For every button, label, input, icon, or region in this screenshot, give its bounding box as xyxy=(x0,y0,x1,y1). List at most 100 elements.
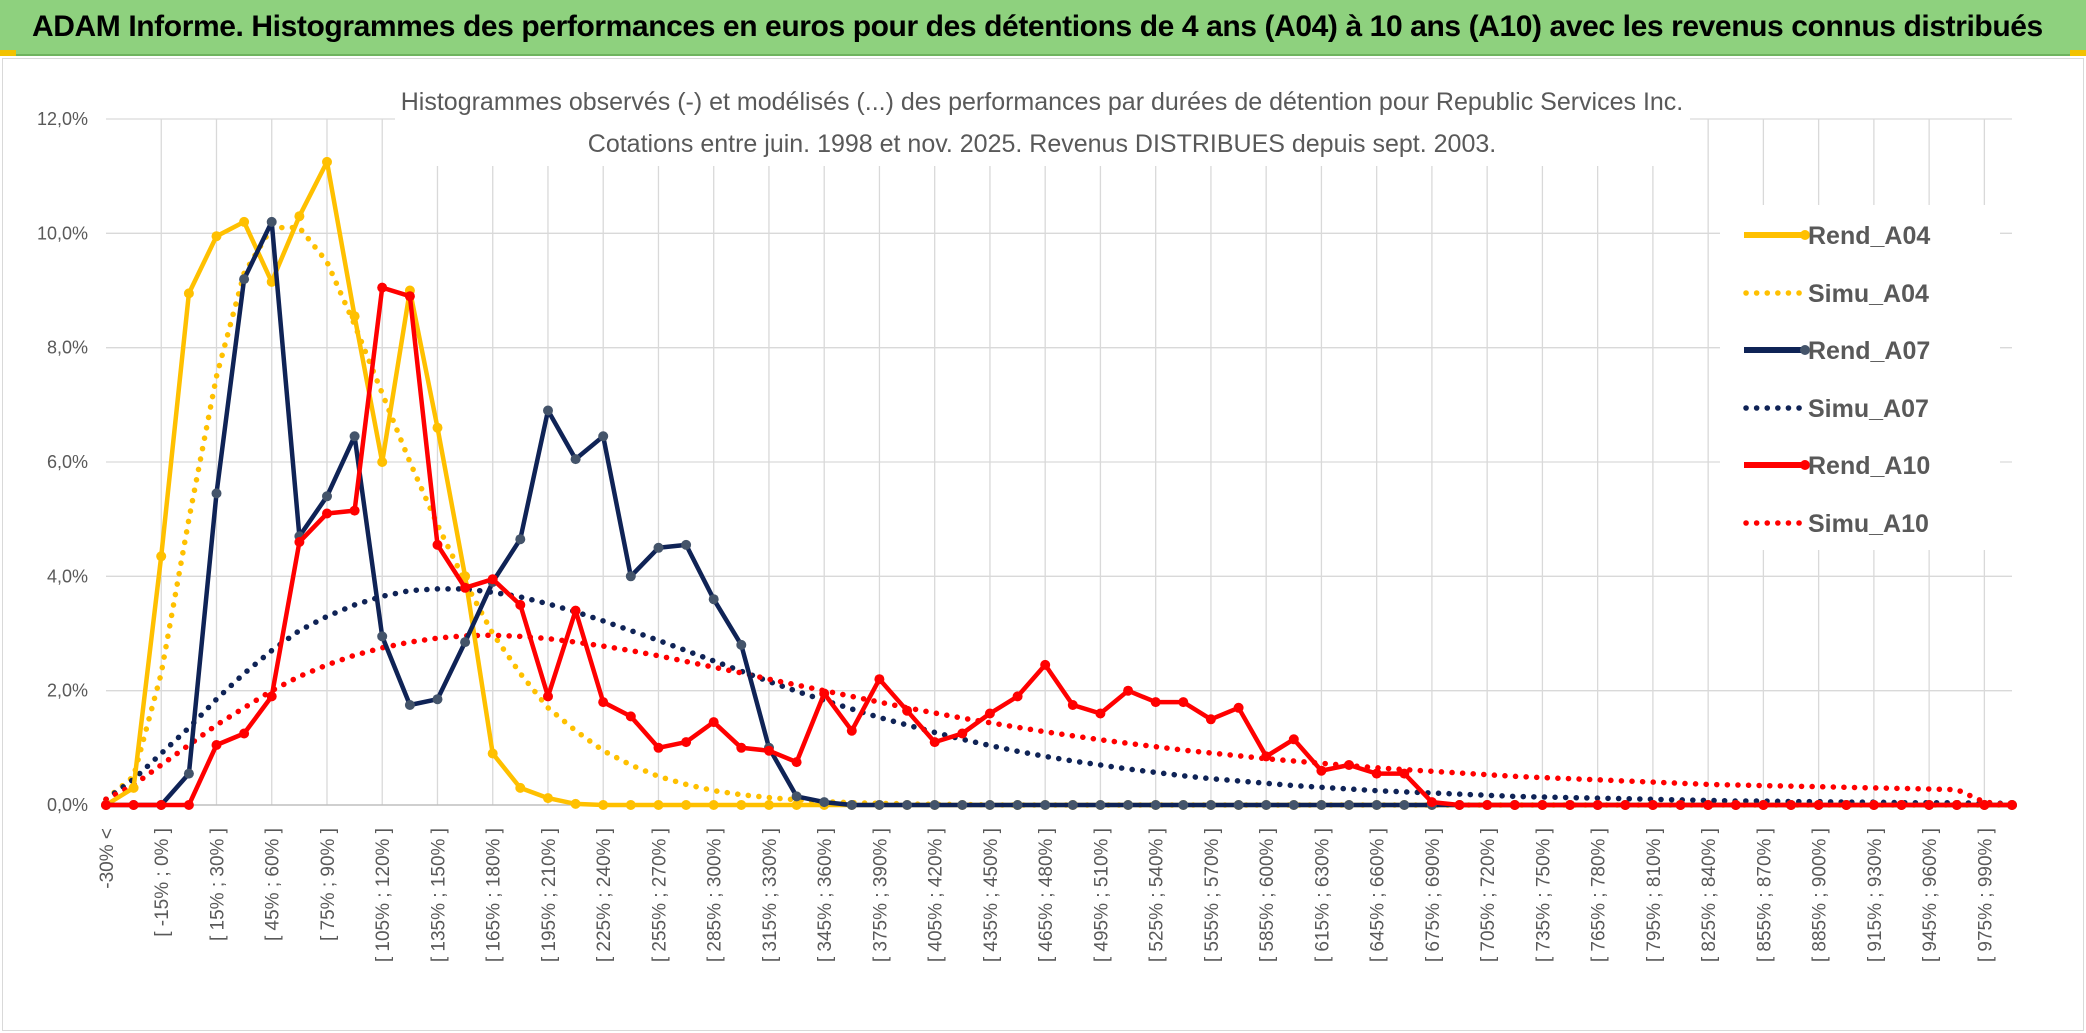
data-point xyxy=(128,800,139,810)
data-point xyxy=(1150,697,1161,708)
data-point xyxy=(1316,800,1327,810)
data-point xyxy=(1454,800,1465,810)
data-point xyxy=(460,571,471,582)
data-point xyxy=(543,793,553,804)
data-point xyxy=(1205,714,1216,725)
data-point xyxy=(239,274,250,285)
data-point xyxy=(708,800,719,810)
legend-item-Simu_A04: Simu_A04 xyxy=(1743,280,1929,308)
data-point xyxy=(1868,800,1879,810)
x-tick-label: [ 375% ; 390% ] xyxy=(870,828,891,962)
x-tick-label: [ 45% ; 60% ] xyxy=(263,828,284,941)
data-point xyxy=(570,798,581,809)
data-point xyxy=(266,216,277,227)
data-point xyxy=(1896,800,1907,810)
data-point xyxy=(681,539,692,550)
data-point xyxy=(791,757,802,768)
data-point xyxy=(239,216,250,227)
data-point xyxy=(294,537,305,547)
data-point xyxy=(183,768,194,779)
data-point xyxy=(377,457,388,467)
x-tick-label: [ 165% ; 180% ] xyxy=(484,828,505,962)
data-point xyxy=(543,405,553,416)
x-tick-label: [ 555% ; 570% ] xyxy=(1202,828,1223,962)
chart-title-background xyxy=(395,80,1690,166)
data-point xyxy=(1344,760,1354,770)
data-point xyxy=(1344,800,1354,810)
data-point xyxy=(1040,659,1051,670)
legend-marker xyxy=(1800,460,1810,470)
data-point xyxy=(1703,800,1714,810)
x-tick-label: [ 765% ; 780% ] xyxy=(1589,828,1610,962)
x-tick-label: [ 645% ; 660% ] xyxy=(1368,828,1389,962)
data-point xyxy=(1426,797,1437,808)
legend-marker xyxy=(1800,345,1810,355)
data-point xyxy=(902,800,913,810)
data-point xyxy=(349,431,360,442)
x-tick-label: [ 135% ; 150% ] xyxy=(428,828,449,962)
x-tick-label: [ 945% ; 960% ] xyxy=(1920,828,1941,962)
x-tick-label: [ 15% ; 30% ] xyxy=(207,828,228,941)
data-point xyxy=(598,431,609,442)
data-point xyxy=(460,637,471,648)
x-tick-label: [ 675% ; 690% ] xyxy=(1423,828,1444,962)
data-point xyxy=(211,740,222,750)
data-point xyxy=(1040,800,1051,810)
data-point xyxy=(598,697,609,708)
data-point xyxy=(708,717,719,728)
y-tick-label: 2,0% xyxy=(47,681,88,701)
data-point xyxy=(1150,800,1161,810)
data-point xyxy=(1620,800,1631,810)
data-point xyxy=(1730,800,1741,810)
data-point xyxy=(1482,800,1493,810)
data-point xyxy=(487,574,498,585)
data-point xyxy=(322,508,332,519)
data-point xyxy=(984,708,995,719)
data-point xyxy=(1261,751,1272,762)
data-point xyxy=(239,728,250,739)
x-tick-label: [ 825% ; 840% ] xyxy=(1699,828,1720,962)
x-tick-label: [ 885% ; 900% ] xyxy=(1810,828,1831,962)
data-point xyxy=(736,742,747,753)
data-point xyxy=(625,800,636,810)
data-point xyxy=(1786,800,1796,810)
chart-frame xyxy=(2,58,2084,1031)
data-point xyxy=(598,800,609,810)
data-point xyxy=(1316,765,1327,776)
legend-marker xyxy=(1800,230,1810,240)
data-point xyxy=(404,700,415,710)
x-tick-label: [ 525% ; 540% ] xyxy=(1147,828,1168,962)
data-point xyxy=(404,291,415,302)
data-point xyxy=(377,282,388,293)
legend-item-Rend_A07: Rend_A07 xyxy=(1744,337,1930,365)
x-tick-label: -30% < xyxy=(97,828,118,889)
data-point xyxy=(128,782,139,793)
data-point xyxy=(570,605,581,616)
data-point xyxy=(543,691,553,702)
data-point xyxy=(156,800,167,810)
data-point xyxy=(625,571,636,582)
series-line-Simu_A10 xyxy=(103,632,2015,808)
data-point xyxy=(1371,768,1382,779)
data-point xyxy=(653,742,664,753)
data-point xyxy=(377,631,388,642)
legend-item-Simu_A07: Simu_A07 xyxy=(1743,395,1929,423)
data-point xyxy=(736,800,747,810)
data-point xyxy=(1979,800,1990,810)
chart-subtitle: Cotations entre juin. 1998 et nov. 2025.… xyxy=(588,130,1496,158)
legend-label: Rend_A04 xyxy=(1808,222,1930,250)
y-tick-label: 4,0% xyxy=(47,566,88,586)
x-tick-label: [ 615% ; 630% ] xyxy=(1312,828,1333,962)
data-point xyxy=(1012,800,1023,810)
chart-legend: Rend_A04 Simu_A04 Rend_A07 Simu_A07 Rend_A10… xyxy=(1720,205,2000,550)
x-tick-label: [ 195% ; 210% ] xyxy=(539,828,560,962)
y-tick-label: 12,0% xyxy=(37,109,88,129)
data-point xyxy=(902,705,913,716)
chart-axes: 0,0% 2,0% 4,0% 6,0% 8,0% 10,0% 12,0% -30% < [ -1… xyxy=(37,109,2012,962)
legend-label: Simu_A07 xyxy=(1808,395,1929,423)
chart-series xyxy=(101,156,2017,810)
x-tick-label: [ 285% ; 300% ] xyxy=(705,828,726,962)
series-line-Rend_A10 xyxy=(106,285,2012,808)
x-tick-label: [ 75% ; 90% ] xyxy=(318,828,339,941)
